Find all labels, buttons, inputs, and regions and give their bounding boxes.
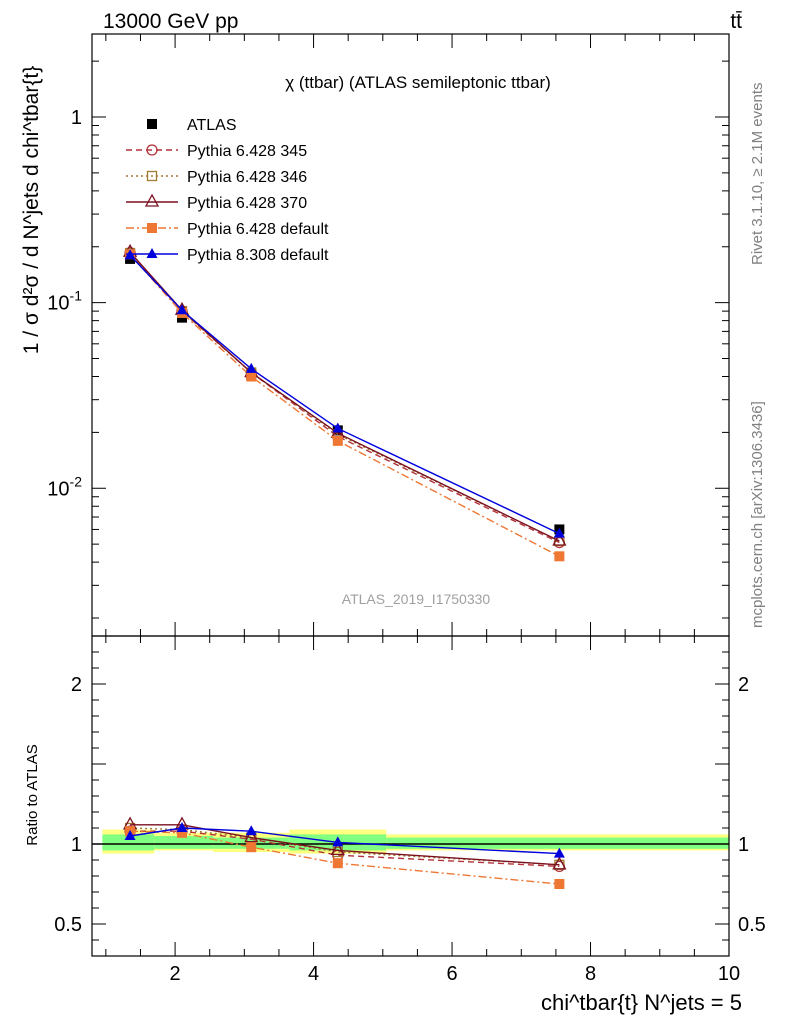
ratio-plot-panel: 0.5 0.5 1 1 2 2 2 4 6 8 10 Ratio to ATLAS chi^tbar… xyxy=(24,635,766,1015)
y-tick-label: 10-1 xyxy=(47,288,82,315)
legend-label: Pythia 6.428 346 xyxy=(187,169,307,186)
data-point-pythia-8-308-default xyxy=(332,422,344,433)
legend-label: Pythia 8.308 default xyxy=(187,247,329,264)
series-pythia-8-308-default xyxy=(124,249,565,538)
series-line-pythia-8-308-default xyxy=(129,254,560,535)
ratio-point-pythia-6-428-370 xyxy=(552,856,567,870)
legend-item-pythia-6-428-346: Pythia 6.428 346 xyxy=(126,169,307,186)
ratio-y-tick-label: 2 xyxy=(71,674,82,696)
ratio-band-green xyxy=(386,837,729,849)
legend: ATLAS Pythia 6.428 345 Pythia 6.428 346 Pyt… xyxy=(126,117,329,264)
ratio-point-pythia-8-308-default xyxy=(245,825,257,836)
series-pythia-6-428-346 xyxy=(124,247,565,547)
ratio-point-pythia-8-308-default xyxy=(176,822,188,832)
x-tick-label: 6 xyxy=(446,963,457,985)
legend-marker xyxy=(144,193,160,207)
legend-marker xyxy=(147,119,157,129)
x-tick-label: 4 xyxy=(308,963,319,985)
series-pythia-6-428-default xyxy=(125,249,565,562)
legend-item-pythia-6-428-345: Pythia 6.428 345 xyxy=(126,143,307,160)
analysis-watermark: ATLAS_2019_I1750330 xyxy=(342,591,491,607)
ratio-y-tick-label: 0.5 xyxy=(54,914,82,936)
y-tick-label: 10-2 xyxy=(47,473,82,500)
legend-item-atlas: ATLAS xyxy=(147,117,237,134)
series-line-pythia-6-428-345 xyxy=(129,252,560,544)
ratio-band-green xyxy=(102,834,155,851)
ratio-line-pythia-6-428-default xyxy=(130,830,560,885)
ratio-y-tick-label-right: 1 xyxy=(738,834,749,856)
ratio-point-pythia-6-428-default xyxy=(332,858,343,869)
ratio-point-pythia-6-428-370 xyxy=(244,829,259,843)
legend-item-pythia-6-428-default: Pythia 6.428 default xyxy=(126,221,329,238)
mcplots-label: mcplots.cern.ch [arXiv:1306.3436] xyxy=(749,401,766,628)
main-y-axis-label: 1 / σ d²σ / d N^jets d chi^tbar{t} xyxy=(20,66,43,354)
ratio-point-pythia-8-308-default xyxy=(332,836,344,847)
ratio-point-pythia-8-308-default xyxy=(553,847,565,858)
ratio-y-axis-label: Ratio to ATLAS xyxy=(24,744,41,845)
series-atlas xyxy=(125,253,565,535)
data-point-pythia-8-308-default xyxy=(553,527,565,538)
series-line-pythia-6-428-346 xyxy=(129,252,560,542)
legend-label: ATLAS xyxy=(187,117,237,134)
data-point-pythia-8-308-default xyxy=(176,304,188,315)
series-line-pythia-6-428-370 xyxy=(129,251,560,542)
ratio-series-pythia-6-428-370 xyxy=(122,816,567,870)
x-axis-label: chi^tbar{t} N^jets = 5 xyxy=(541,990,742,1015)
legend-marker xyxy=(146,144,158,156)
ratio-y-tick-label: 1 xyxy=(71,834,82,856)
ratio-point-pythia-6-428-default xyxy=(554,879,565,889)
ratio-band-green xyxy=(154,836,214,849)
y-tick-label: 1 xyxy=(71,107,82,129)
x-tick-label: 8 xyxy=(585,963,596,985)
rivet-version-label: Rivet 3.1.10, ≥ 2.1M events xyxy=(749,83,766,266)
ratio-series-pythia-8-308-default xyxy=(124,822,565,858)
ratio-point-pythia-6-428-370 xyxy=(330,842,345,856)
ratio-plot-frame xyxy=(91,635,730,957)
legend-item-pythia-6-428-370: Pythia 6.428 370 xyxy=(126,193,307,212)
series-pythia-6-428-345 xyxy=(124,246,566,549)
ratio-y-tick-label-right: 0.5 xyxy=(738,914,766,936)
ratio-point-pythia-6-428-default xyxy=(246,842,257,853)
data-point-pythia-6-428-default xyxy=(246,371,257,382)
ratio-line-pythia-6-428-370 xyxy=(130,824,560,866)
legend-item-pythia-8-308-default: Pythia 8.308 default xyxy=(126,247,329,264)
legend-marker xyxy=(146,170,158,182)
legend-marker xyxy=(146,248,158,258)
data-point-pythia-6-428-default xyxy=(332,435,343,446)
energy-label: 13000 GeV pp xyxy=(103,10,238,33)
process-label: tt̄ xyxy=(730,10,742,33)
ratio-point-pythia-8-308-default xyxy=(124,830,136,840)
data-point-pythia-6-428-default xyxy=(554,551,565,562)
plot-title: χ (ttbar) (ATLAS semileptonic ttbar) xyxy=(285,73,551,92)
legend-label: Pythia 6.428 370 xyxy=(187,195,307,212)
x-tick-label: 10 xyxy=(718,963,740,985)
data-point-pythia-6-428-370 xyxy=(552,532,567,546)
series-pythia-6-428-370 xyxy=(122,243,567,546)
main-plot-panel: χ (ttbar) (ATLAS semileptonic ttbar) ATL… xyxy=(20,33,730,637)
legend-label: Pythia 6.428 default xyxy=(187,221,329,238)
data-point-pythia-8-308-default xyxy=(245,362,257,373)
x-tick-label: 2 xyxy=(170,963,181,985)
ratio-point-pythia-6-428-default xyxy=(177,827,188,838)
legend-marker xyxy=(147,223,157,233)
ratio-y-tick-label-right: 2 xyxy=(738,674,749,696)
legend-label: Pythia 6.428 345 xyxy=(187,143,307,160)
